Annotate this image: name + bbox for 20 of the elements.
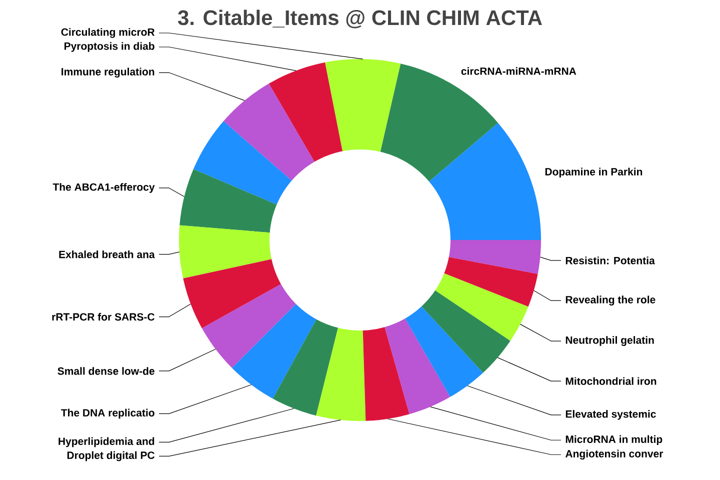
slice-label: rRT-PCR for SARS-C xyxy=(52,312,154,321)
slice-label: The ABCA1-efferocy xyxy=(52,183,155,193)
slice-label: Exhaled breath ana xyxy=(59,250,155,258)
chart-title: 3. Citable_Items @ CLIN CHIM ACTA xyxy=(178,10,542,28)
slice-label: Elevated systemic xyxy=(566,410,656,420)
slice-label: Dopamine in Parkin xyxy=(545,168,642,178)
slice-label: Pyroptosis in diab xyxy=(64,42,154,52)
slice-label: circRNA-miRNA-mRNA xyxy=(461,67,576,75)
slice-label: Droplet digital PC xyxy=(67,451,155,462)
slice-label: Mitochondrial iron xyxy=(566,377,656,385)
slice-label: Small dense low-de xyxy=(58,367,154,375)
slice-label: Revealing the role xyxy=(566,296,656,306)
slice-label: The DNA replicatio xyxy=(61,408,154,419)
slice-label: Resistin: Potentia xyxy=(566,256,655,264)
slice-label: MicroRNA in multip xyxy=(566,435,662,446)
slice-label: Neutrophil gelatin xyxy=(566,336,654,346)
slice-label: Angiotensin conver xyxy=(565,450,664,460)
slice-label: Circulating microR xyxy=(61,28,155,38)
slice-label: Hyperlipidemia and xyxy=(58,437,154,448)
slice-label: Immune regulation xyxy=(62,68,154,78)
